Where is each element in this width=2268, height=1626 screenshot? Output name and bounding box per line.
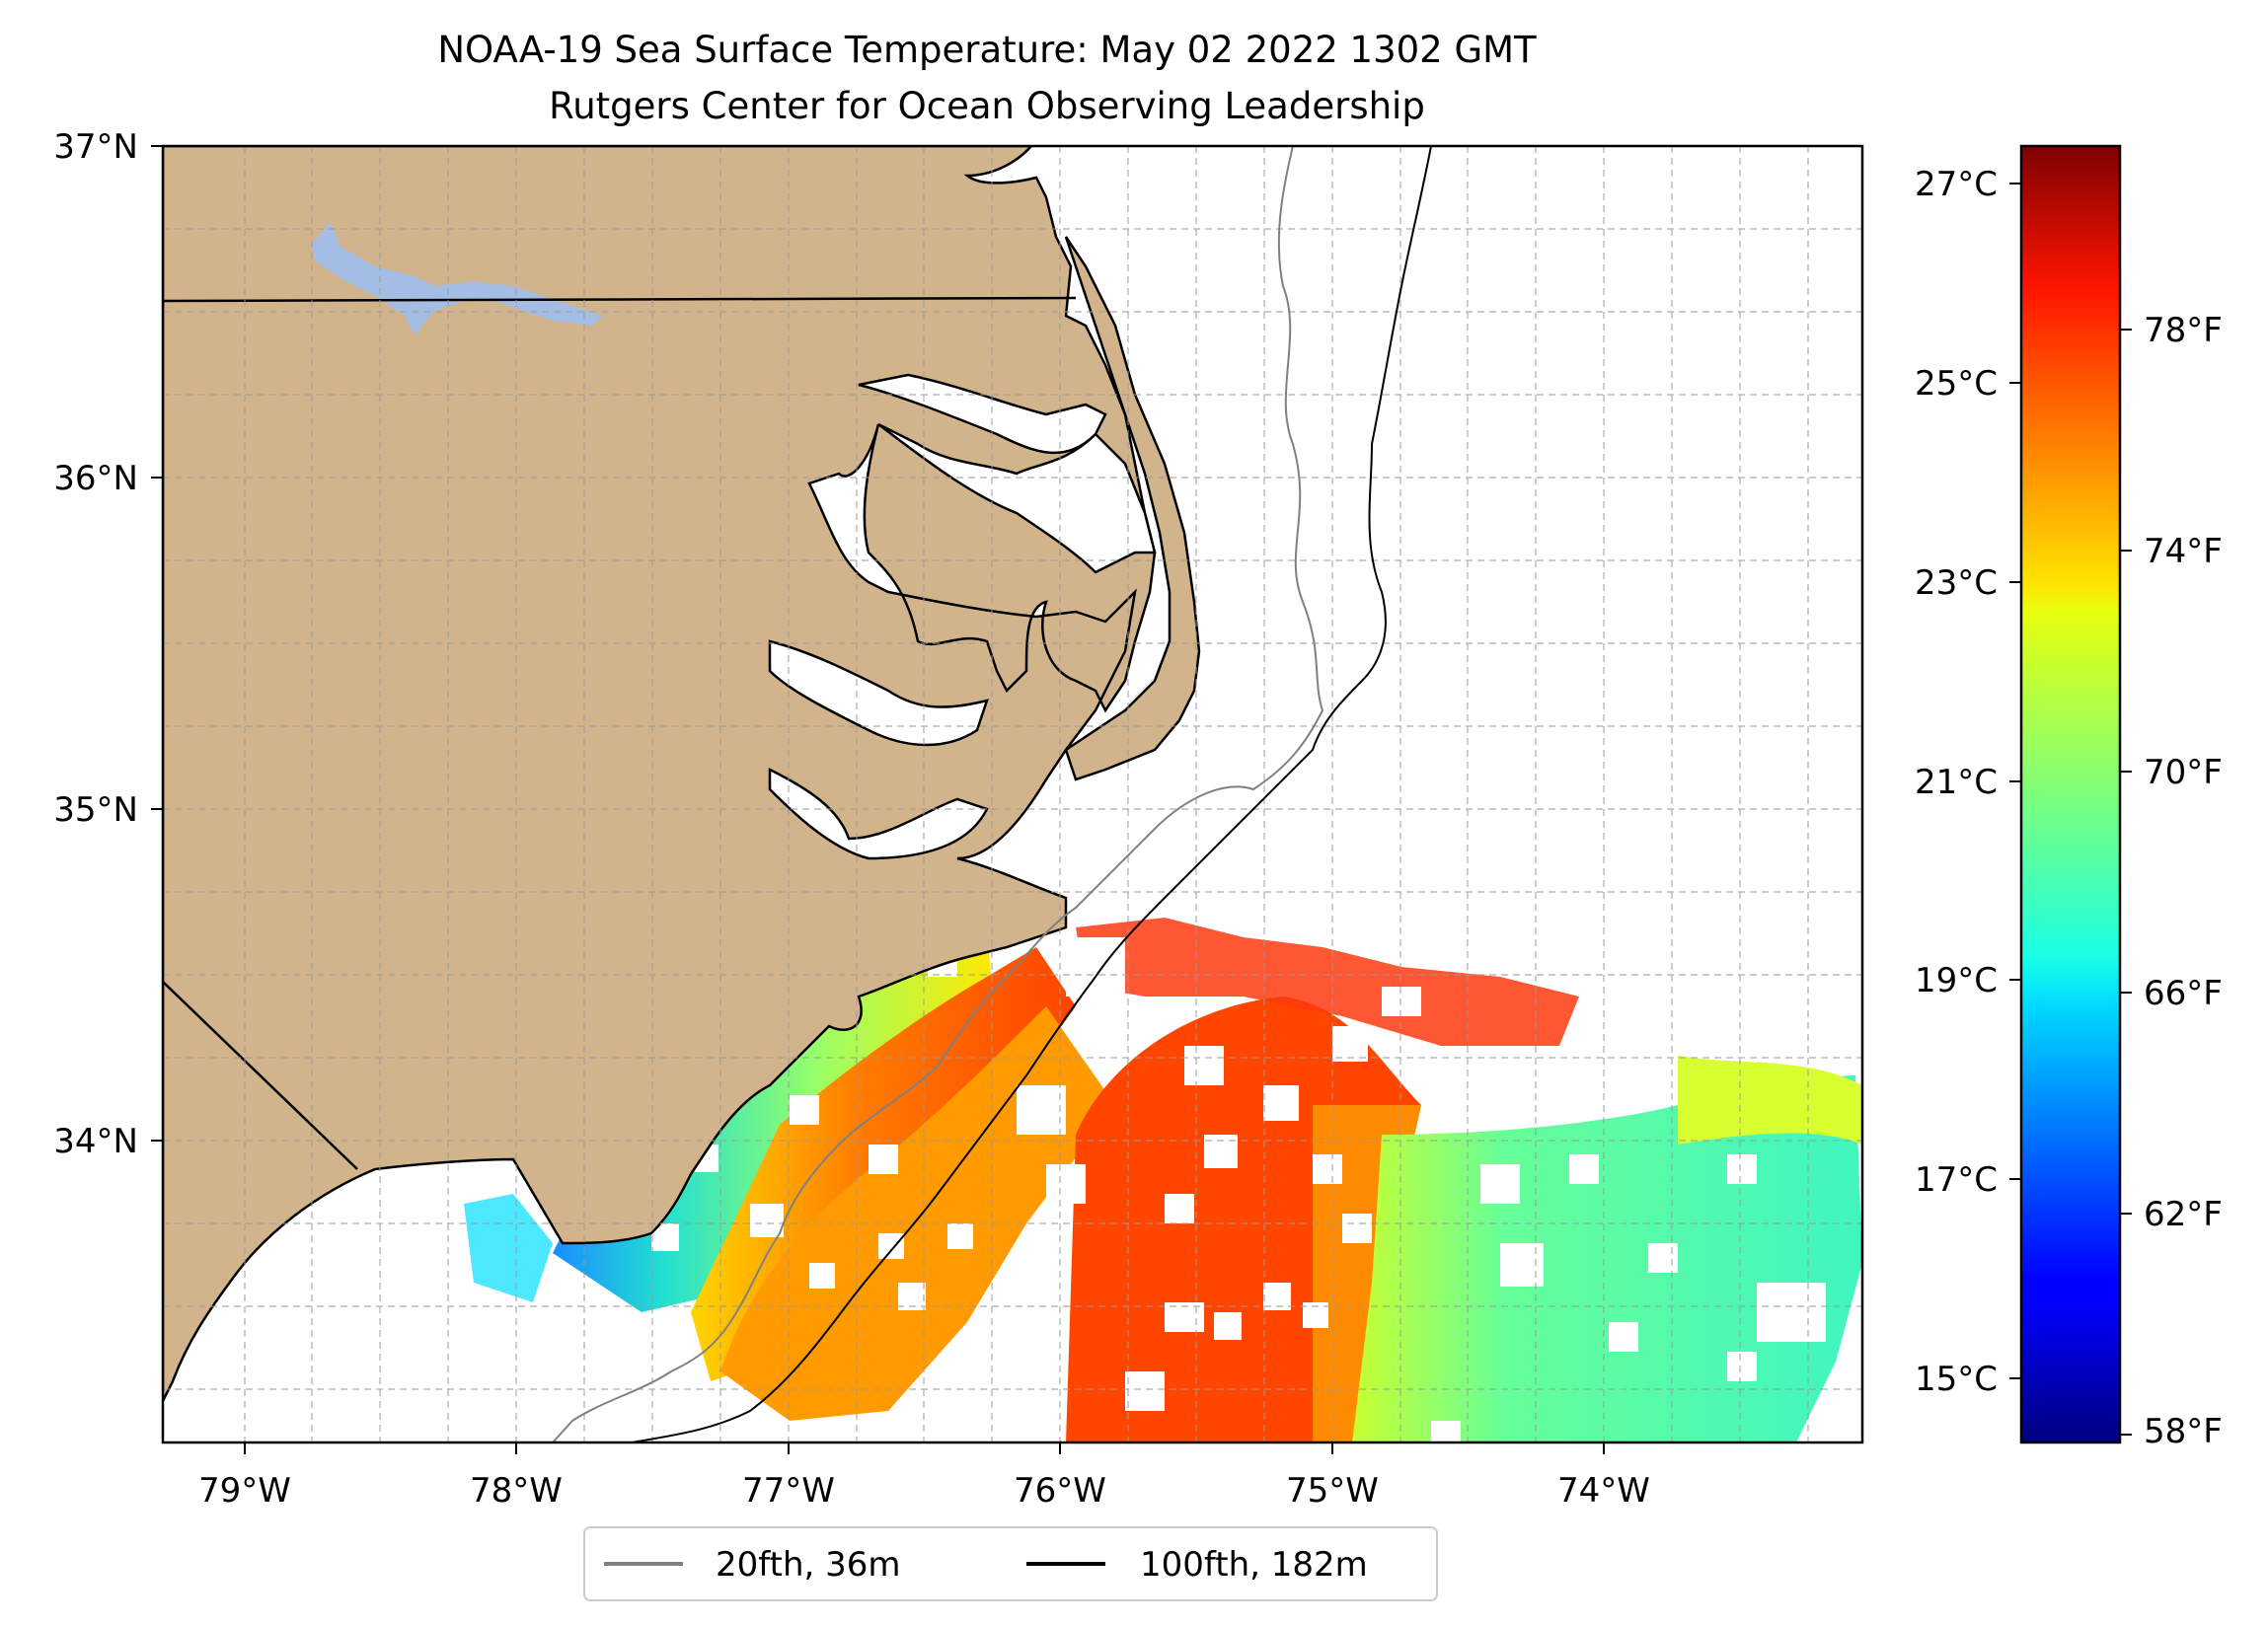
celsius-tick-label: 19°C: [1915, 961, 1998, 1000]
fahrenheit-tick-label: 70°F: [2144, 753, 2223, 792]
border-nc-sc: [163, 981, 358, 1170]
x-tick-label: 75°W: [1286, 1471, 1379, 1511]
y-tick-label: 35°N: [53, 790, 138, 830]
gridlines: [163, 146, 1862, 1442]
colorbar: 27°C 25°C 23°C 21°C 19°C 17°C 15°C 78°F …: [1915, 144, 2223, 1451]
colorbar-celsius-ticks: [2009, 183, 2021, 1379]
x-tick-label: 79°W: [198, 1471, 291, 1511]
x-tick-label: 76°W: [1014, 1471, 1106, 1511]
legend-box: [583, 1526, 1438, 1601]
colorbar-fahrenheit-ticks: [2120, 329, 2132, 1436]
celsius-tick-label: 27°C: [1915, 165, 1998, 204]
sst-offshore-yellow-edge: [1678, 1056, 1862, 1145]
x-tick-label: 78°W: [470, 1471, 563, 1511]
colorbar-gradient: [2019, 144, 2122, 1444]
title-line-1: NOAA-19 Sea Surface Temperature: May 02 …: [437, 29, 1537, 71]
sst-southwest-cyan-patch: [464, 1194, 553, 1302]
celsius-tick-label: 17°C: [1915, 1160, 1998, 1200]
legend-label-20fth: 20fth, 36m: [716, 1545, 901, 1585]
map-panel: 79°W 78°W 77°W 76°W 75°W 74°W 37°N 36°N …: [53, 127, 1864, 1511]
fahrenheit-tick-label: 62°F: [2144, 1195, 2223, 1234]
map-tick-marks: [151, 145, 1605, 1454]
x-tick-label: 77°W: [742, 1471, 835, 1511]
fahrenheit-tick-label: 58°F: [2144, 1412, 2223, 1451]
albemarle-sound: [858, 373, 1107, 455]
legend: 20fth, 36m 100fth, 182m: [583, 1526, 1438, 1601]
y-tick-label: 36°N: [53, 459, 138, 498]
legend-label-100fth: 100fth, 182m: [1140, 1545, 1368, 1585]
sst-north-warm-patches: [1076, 918, 1579, 1046]
fahrenheit-tick-label: 66°F: [2144, 974, 2223, 1013]
y-tick-label: 34°N: [53, 1122, 138, 1161]
isobath-20fth: [552, 146, 1324, 1442]
land-north-carolina: [163, 146, 1157, 1402]
pamlico-sound: [877, 422, 1157, 574]
celsius-tick-label: 25°C: [1915, 364, 1998, 404]
pamlico-river: [768, 639, 989, 747]
border-nc-va: [163, 296, 1077, 303]
colorbar-celsius-labels: 27°C 25°C 23°C 21°C 19°C 17°C 15°C: [1915, 165, 1998, 1399]
outer-banks: [1064, 236, 1201, 781]
title-line-2: Rutgers Center for Ocean Observing Leade…: [549, 85, 1425, 127]
y-tick-labels: 37°N 36°N 35°N 34°N: [53, 127, 138, 1161]
celsius-tick-label: 21°C: [1915, 763, 1998, 802]
kerr-lake: [311, 222, 602, 335]
fahrenheit-tick-label: 74°F: [2144, 532, 2223, 571]
x-tick-label: 74°W: [1557, 1471, 1650, 1511]
x-tick-labels: 79°W 78°W 77°W 76°W 75°W 74°W: [198, 1471, 1650, 1511]
fahrenheit-tick-label: 78°F: [2144, 311, 2223, 350]
map-frame: [161, 144, 1864, 1444]
y-tick-label: 37°N: [53, 127, 138, 167]
colorbar-fahrenheit-labels: 78°F 74°F 70°F 66°F 62°F 58°F: [2144, 311, 2223, 1451]
celsius-tick-label: 23°C: [1915, 563, 1998, 603]
celsius-tick-label: 15°C: [1915, 1360, 1998, 1399]
isobath-100fth: [631, 146, 1432, 1442]
